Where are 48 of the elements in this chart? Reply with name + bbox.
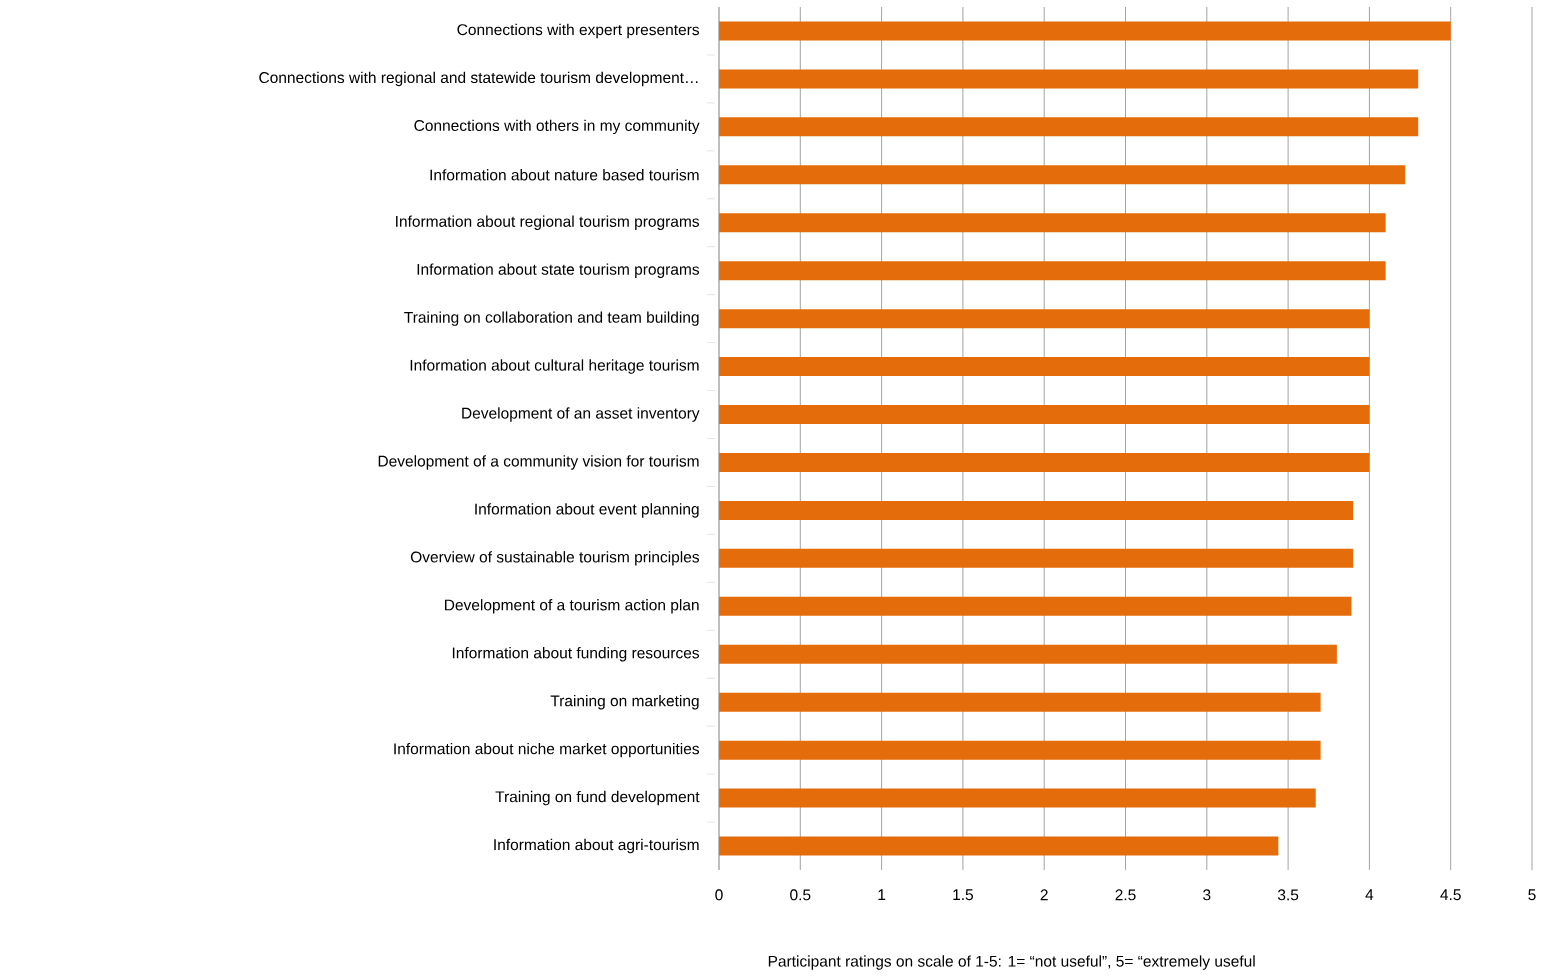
y-tick-label: Training on marketing	[550, 694, 699, 710]
bar	[719, 500, 1354, 520]
x-tick-label: 3.5	[1277, 889, 1299, 901]
bar	[719, 405, 1370, 425]
y-tick-label: Development of an asset inventory	[462, 407, 700, 422]
y-tick-label: Information about event planning	[475, 503, 699, 518]
x-tick-label: 0.5	[790, 889, 811, 901]
bar	[719, 548, 1354, 568]
y-tick-label: Information about state tourism programs	[417, 263, 700, 278]
x-tick-label: 3	[1203, 889, 1211, 901]
bar	[719, 213, 1386, 233]
x-tick-label: 4.5	[1440, 889, 1461, 901]
bar	[719, 69, 1419, 89]
y-tick-label: Information about cultural heritage tourism	[410, 359, 699, 374]
bar	[719, 788, 1316, 808]
y-tick-label: Information about regional tourism programs	[396, 215, 700, 230]
bar	[719, 357, 1370, 377]
x-axis-title: Participant ratings on scale of 1-5: 1= “not useful”, 5= “extremely useful	[768, 955, 1255, 970]
x-tick-label: 2.5	[1115, 889, 1136, 901]
y-tick-label: Information about agri-tourism	[494, 838, 699, 854]
x-tick-label: 2	[1040, 889, 1048, 901]
bar	[719, 21, 1451, 41]
y-tick-label: Connections with regional and statewide tourism development…	[259, 71, 698, 87]
bar	[719, 309, 1370, 329]
y-tick-label: Information about funding resources	[452, 647, 700, 662]
y-tick-label: Connections with expert presenters	[457, 23, 700, 39]
bar	[719, 261, 1386, 281]
y-tick-label: Information about nature based tourism	[430, 169, 699, 181]
bar	[719, 740, 1321, 760]
x-tick-label: 0	[715, 889, 723, 901]
bar	[719, 165, 1406, 185]
bar	[719, 836, 1279, 856]
bar	[719, 117, 1419, 137]
y-tick-label: Overview of sustainable tourism principles	[410, 551, 700, 566]
y-tick-label: Training on fund development	[495, 790, 700, 806]
y-tick-label: Development of a tourism action plan	[445, 599, 699, 614]
y-tick-label: Connections with others in my community	[414, 119, 700, 135]
bar	[719, 596, 1352, 616]
y-tick-label: Development of a community vision for tourism	[378, 455, 699, 470]
x-tick-label: 5	[1528, 889, 1536, 901]
y-tick-label: Training on collaboration and team building	[404, 311, 699, 326]
bar	[719, 452, 1370, 472]
y-tick-label: Information about niche market opportunities	[394, 742, 700, 758]
x-tick-label: 1	[878, 889, 886, 901]
bar	[719, 644, 1337, 664]
x-tick-label: 4	[1365, 889, 1374, 901]
x-tick-label: 1.5	[953, 889, 974, 901]
bar	[719, 692, 1321, 712]
